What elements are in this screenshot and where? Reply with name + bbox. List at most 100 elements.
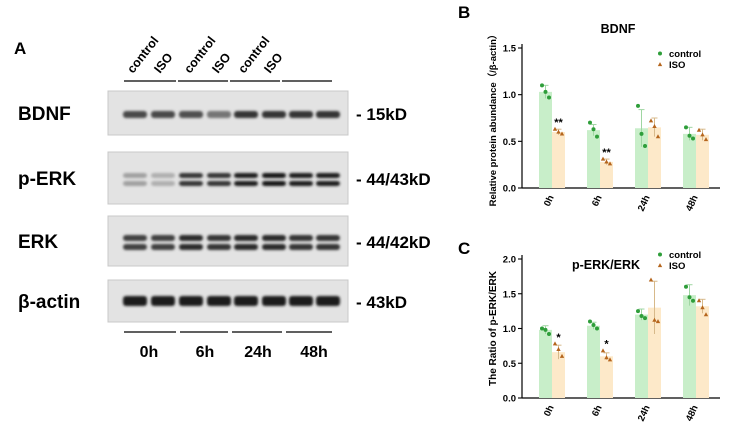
x-tick-label-0h: 0h bbox=[542, 193, 557, 208]
perk-ratio-chart: p-ERK/ERK The Ratio of p-ERK/ERK 0.0 0.5 1.0… bbox=[488, 250, 720, 423]
x-tick-label-48h: 48h bbox=[684, 403, 701, 423]
data-point-iso bbox=[655, 134, 661, 139]
y-axis-label: Relative protein abundance（/β-actin） bbox=[487, 30, 499, 207]
data-point-control bbox=[643, 316, 647, 321]
legend-label-iso: ISO bbox=[669, 60, 685, 71]
y-tick-label: 1.5 bbox=[503, 44, 517, 55]
blot-row-bdnf: BDNF - 15kD bbox=[18, 90, 407, 136]
bar-control-24h bbox=[635, 314, 648, 398]
blot-bands bbox=[123, 173, 340, 186]
data-point-control bbox=[540, 326, 544, 331]
data-point-iso bbox=[648, 277, 654, 282]
blot-size-label: - 15kD bbox=[356, 105, 407, 124]
protein-band bbox=[123, 173, 147, 178]
condition-label-iso: ISO bbox=[261, 50, 285, 76]
protein-band bbox=[123, 181, 147, 186]
protein-band bbox=[262, 296, 286, 306]
data-point-control bbox=[643, 144, 647, 148]
data-point-iso bbox=[604, 355, 609, 360]
data-point-iso bbox=[607, 357, 613, 362]
data-point-control bbox=[543, 327, 548, 332]
protein-band bbox=[207, 173, 231, 178]
protein-band bbox=[123, 296, 147, 306]
data-point-control bbox=[691, 136, 695, 141]
protein-band bbox=[151, 181, 175, 186]
data-point-iso bbox=[700, 132, 705, 137]
panel-letter-b: B bbox=[458, 3, 470, 22]
data-point-control bbox=[543, 89, 548, 94]
data-point-iso bbox=[703, 137, 709, 142]
blot-protein-label: p-ERK bbox=[18, 169, 76, 190]
protein-band bbox=[179, 111, 203, 118]
y-tick-label: 0.5 bbox=[503, 359, 517, 370]
data-point-iso bbox=[600, 156, 606, 161]
timepoint-label-0h: 0h bbox=[140, 344, 159, 361]
blot-bands bbox=[123, 111, 340, 118]
protein-band bbox=[123, 235, 147, 241]
bar-control-0h bbox=[539, 329, 552, 398]
legend-marker-control bbox=[658, 252, 662, 257]
blot-size-label: - 44/43kD bbox=[356, 170, 431, 189]
blot-size-label: - 43kD bbox=[356, 293, 407, 312]
bar-iso-6h bbox=[600, 356, 613, 398]
x-tick-label-6h: 6h bbox=[590, 403, 605, 418]
protein-band bbox=[207, 244, 231, 250]
protein-band bbox=[151, 173, 175, 178]
protein-band bbox=[316, 173, 340, 178]
data-point-control bbox=[639, 313, 644, 318]
bar-iso-6h bbox=[600, 161, 613, 188]
data-point-control bbox=[636, 309, 640, 314]
blot-protein-label: BDNF bbox=[18, 104, 71, 125]
data-point-iso bbox=[556, 346, 561, 351]
bar-iso-48h bbox=[696, 134, 709, 188]
protein-band bbox=[234, 111, 258, 118]
protein-band bbox=[179, 235, 203, 241]
bar-iso-24h bbox=[648, 307, 661, 398]
bar-control-24h bbox=[635, 128, 648, 188]
data-point-control bbox=[691, 298, 695, 303]
data-point-iso bbox=[559, 131, 565, 136]
y-tick-label: 1.0 bbox=[503, 90, 516, 101]
data-point-control bbox=[639, 131, 644, 136]
y-tick-label: 1.0 bbox=[503, 324, 516, 335]
data-point-control bbox=[687, 133, 692, 138]
blot-protein-label: β-actin bbox=[18, 292, 80, 313]
protein-band bbox=[151, 235, 175, 241]
protein-band bbox=[151, 296, 175, 306]
bar-iso-48h bbox=[696, 306, 709, 398]
data-point-control bbox=[684, 284, 688, 289]
data-point-control bbox=[595, 134, 599, 139]
protein-band bbox=[234, 296, 258, 306]
blot-row-erk: ERK - 44/42kD bbox=[18, 215, 431, 267]
protein-band bbox=[234, 181, 258, 186]
data-point-control bbox=[591, 323, 596, 328]
blot-protein-label: ERK bbox=[18, 232, 58, 253]
protein-band bbox=[234, 235, 258, 241]
protein-band bbox=[179, 296, 203, 306]
condition-label-iso: ISO bbox=[151, 50, 175, 76]
protein-band bbox=[262, 111, 286, 118]
blot-size-label: - 44/42kD bbox=[356, 233, 431, 252]
protein-band bbox=[316, 296, 340, 306]
timepoint-label-6h: 6h bbox=[196, 344, 215, 361]
protein-band bbox=[262, 244, 286, 250]
bar-control-6h bbox=[587, 130, 600, 188]
x-tick-label-24h: 24h bbox=[636, 193, 653, 213]
blot-rows: BDNF - 15kD p-ERK - 44/43kD ERK - 44/42kD β-ac… bbox=[18, 90, 431, 323]
bar-iso-24h bbox=[648, 127, 661, 188]
blot-bands bbox=[123, 235, 340, 250]
data-point-iso bbox=[600, 348, 606, 353]
protein-band bbox=[234, 173, 258, 178]
y-tick-label: 2.0 bbox=[503, 255, 516, 266]
y-tick-label: 0.0 bbox=[503, 394, 516, 405]
legend-label-iso: ISO bbox=[669, 261, 685, 272]
x-tick-label-0h: 0h bbox=[542, 403, 557, 418]
y-tick-label: 1.5 bbox=[503, 289, 517, 300]
protein-band bbox=[179, 173, 203, 178]
protein-band bbox=[207, 181, 231, 186]
data-point-iso bbox=[559, 353, 565, 358]
bar-control-48h bbox=[683, 295, 696, 398]
